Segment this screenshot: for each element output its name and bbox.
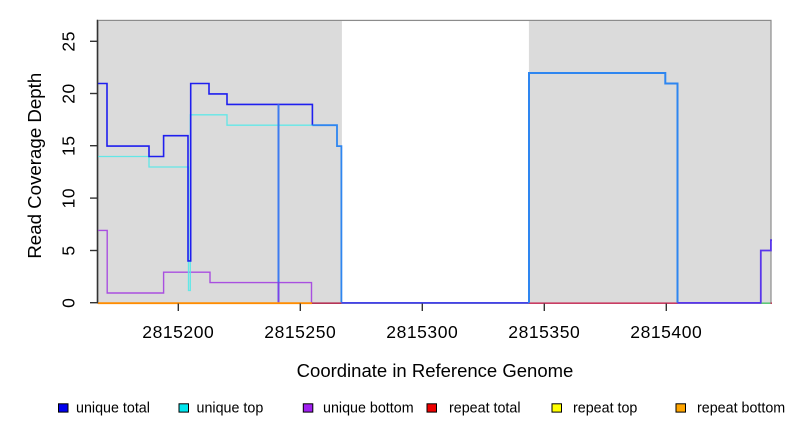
svg-text:20: 20 — [59, 83, 79, 104]
svg-text:unique bottom: unique bottom — [323, 401, 414, 417]
svg-text:10: 10 — [59, 188, 79, 209]
svg-text:5: 5 — [59, 245, 79, 255]
svg-text:repeat total: repeat total — [449, 401, 521, 417]
svg-text:2815350: 2815350 — [508, 322, 580, 342]
svg-text:2815200: 2815200 — [142, 322, 214, 342]
svg-text:repeat bottom: repeat bottom — [697, 401, 785, 417]
svg-text:Coordinate in Reference Genome: Coordinate in Reference Genome — [297, 360, 574, 381]
svg-text:repeat top: repeat top — [573, 401, 637, 417]
svg-text:2815400: 2815400 — [630, 322, 702, 342]
svg-text:unique top: unique top — [197, 401, 264, 417]
svg-text:Read Coverage Depth: Read Coverage Depth — [24, 73, 45, 259]
svg-text:2815250: 2815250 — [264, 322, 336, 342]
svg-text:0: 0 — [59, 298, 79, 308]
svg-text:2815300: 2815300 — [386, 322, 458, 342]
svg-text:15: 15 — [59, 135, 79, 156]
svg-text:unique total: unique total — [76, 401, 150, 417]
svg-text:25: 25 — [59, 31, 79, 52]
